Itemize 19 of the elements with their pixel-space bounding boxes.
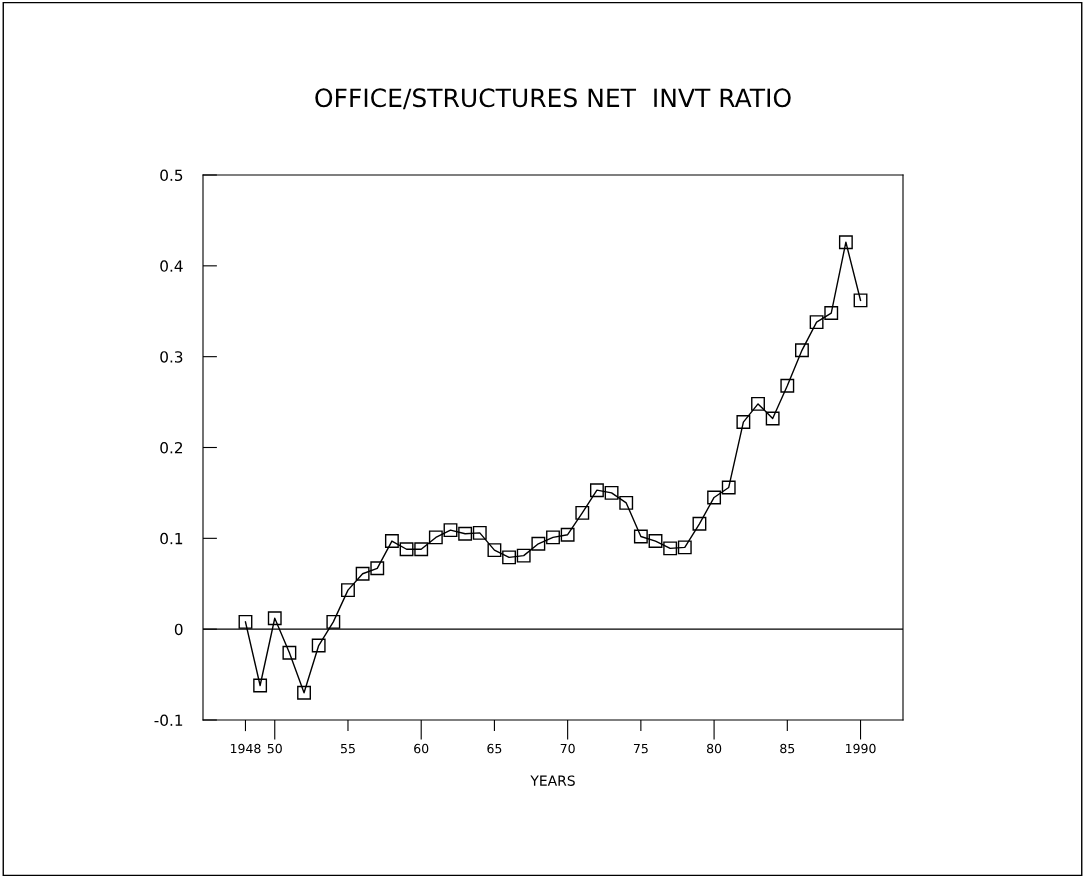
- y-tick-label: 0.2: [160, 441, 183, 454]
- y-tick-label: 0: [174, 623, 183, 636]
- x-tick-label: 55: [340, 744, 355, 754]
- x-tick-label: 65: [487, 743, 502, 754]
- y-tick-label: -0.1: [154, 714, 183, 727]
- x-tick-label: 80: [706, 743, 722, 754]
- chart-title: OFFICE/STRUCTURES NET INVT RATIO: [315, 88, 791, 110]
- x-tick-label: 75: [633, 744, 648, 754]
- x-axis-title: YEARS: [530, 775, 575, 786]
- x-tick-label: 50: [267, 743, 282, 754]
- x-tick-label: 1990: [846, 743, 876, 754]
- y-tick-label: 0.1: [160, 532, 183, 545]
- x-tick-label: 1948: [230, 743, 261, 754]
- x-tick-label: 85: [780, 743, 795, 754]
- x-tick-label: 60: [414, 743, 429, 754]
- y-tick-label: 0.5: [160, 169, 183, 182]
- y-tick-label: 0.3: [160, 351, 183, 363]
- x-tick-label: 70: [560, 743, 575, 754]
- y-tick-label: 0.4: [160, 260, 183, 272]
